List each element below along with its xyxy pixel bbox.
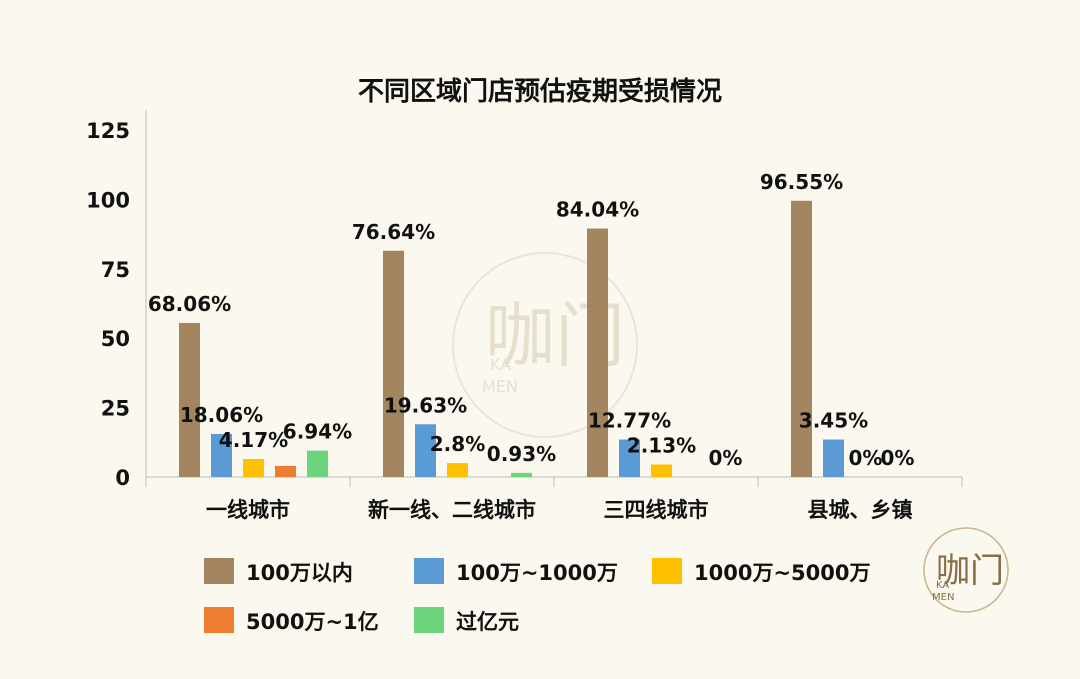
data-label: 4.17% xyxy=(219,428,288,452)
data-label: 2.8% xyxy=(430,432,485,456)
watermark-men: MEN xyxy=(482,377,518,396)
data-label: 19.63% xyxy=(384,393,467,417)
data-labels-group: 68.06% 76.64% 84.04% 96.55% 18.06% 19.63% 12.7… xyxy=(148,170,915,470)
data-label: 96.55% xyxy=(760,170,843,194)
x-axis: 一线城市 新一线、二线城市 三四线城市 县城、乡镇 xyxy=(145,476,963,522)
bar xyxy=(791,200,812,477)
watermark-ka: KA xyxy=(490,355,511,374)
legend-swatch xyxy=(204,558,234,584)
data-label: 0% xyxy=(709,446,743,470)
legend-swatch xyxy=(204,607,234,633)
bar xyxy=(511,472,532,477)
legend-swatch xyxy=(414,558,444,584)
y-tick-label: 0 xyxy=(115,466,130,490)
legend-label: 5000万~1亿 xyxy=(246,610,379,634)
bars-group xyxy=(179,200,844,477)
data-label: 76.64% xyxy=(352,220,435,244)
data-label: 84.04% xyxy=(556,198,639,222)
corner-logo: 咖门 KA MEN xyxy=(923,527,1009,613)
bar xyxy=(307,450,328,477)
legend-label: 100万以内 xyxy=(246,561,353,585)
bar xyxy=(243,458,264,477)
legend-label: 过亿元 xyxy=(456,610,519,634)
corner-logo-ka: KA xyxy=(936,580,949,591)
bar xyxy=(619,439,640,477)
y-tick-label: 125 xyxy=(86,119,130,143)
legend: 100万以内 100万~1000万 1000万~5000万 5000万~1亿 过亿元 xyxy=(204,558,871,634)
chart-title: 不同区域门店预估疫期受损情况 xyxy=(358,76,722,107)
data-label: 3.45% xyxy=(799,409,868,433)
data-label: 12.77% xyxy=(588,409,671,433)
bar xyxy=(275,465,296,477)
bar xyxy=(823,439,844,477)
data-label: 0% xyxy=(849,446,883,470)
bar xyxy=(179,322,200,477)
data-label: 18.06% xyxy=(180,403,263,427)
legend-label: 1000万~5000万 xyxy=(694,561,871,585)
y-axis: 0 25 50 75 100 125 xyxy=(86,110,147,490)
bar xyxy=(651,464,672,477)
legend-swatch xyxy=(414,607,444,633)
legend-label: 100万~1000万 xyxy=(456,561,618,585)
x-tick-label: 县城、乡镇 xyxy=(808,498,913,522)
data-label: 0% xyxy=(881,446,915,470)
y-tick-label: 75 xyxy=(101,258,130,282)
bar xyxy=(211,433,232,477)
bar xyxy=(383,250,404,477)
x-tick-label: 三四线城市 xyxy=(604,498,709,522)
y-tick-label: 25 xyxy=(101,397,130,421)
corner-logo-men: MEN xyxy=(932,592,954,603)
data-label: 0.93% xyxy=(487,442,556,466)
data-label: 2.13% xyxy=(627,434,696,458)
corner-logo-brand: 咖门 xyxy=(936,551,1004,591)
data-label: 68.06% xyxy=(148,292,231,316)
data-label: 6.94% xyxy=(283,420,352,444)
y-tick-label: 100 xyxy=(86,188,130,212)
x-tick-label: 一线城市 xyxy=(206,498,290,522)
bar xyxy=(415,424,436,477)
legend-swatch xyxy=(652,558,682,584)
bar xyxy=(587,228,608,477)
bar xyxy=(447,463,468,477)
y-tick-label: 50 xyxy=(101,327,130,351)
x-tick-label: 新一线、二线城市 xyxy=(368,498,536,522)
